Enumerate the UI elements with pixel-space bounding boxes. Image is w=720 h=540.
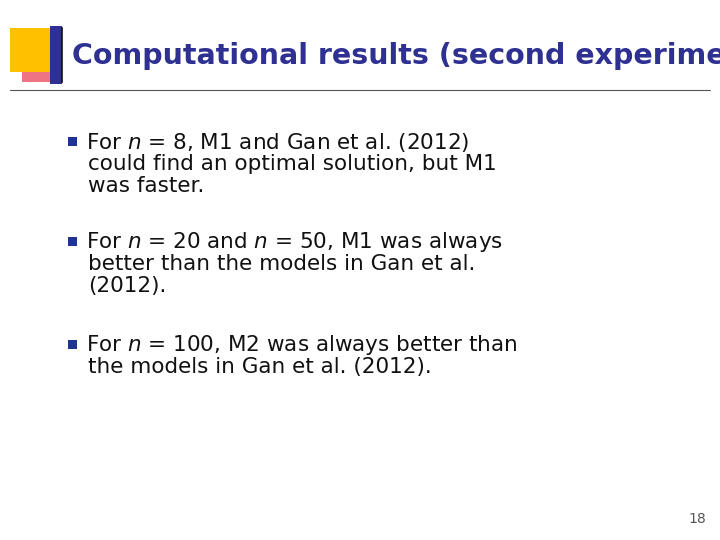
Text: was faster.: was faster. <box>88 176 204 196</box>
Bar <box>68 237 77 246</box>
Bar <box>22 46 60 82</box>
Bar <box>68 340 77 348</box>
Text: 18: 18 <box>688 512 706 526</box>
Bar <box>10 28 54 72</box>
Text: (2012).: (2012). <box>88 276 166 296</box>
Text: For $n$ = 8, M1 and Gan et al. (2012): For $n$ = 8, M1 and Gan et al. (2012) <box>86 131 469 153</box>
Text: the models in Gan et al. (2012).: the models in Gan et al. (2012). <box>88 357 432 377</box>
Text: could find an optimal solution, but M1: could find an optimal solution, but M1 <box>88 154 497 174</box>
Bar <box>68 137 77 145</box>
Text: For $n$ = 20 and $n$ = 50, M1 was always: For $n$ = 20 and $n$ = 50, M1 was always <box>86 230 503 254</box>
Text: Computational results (second experiment): Computational results (second experiment… <box>72 42 720 70</box>
Bar <box>50 26 62 84</box>
Text: For $n$ = 100, M2 was always better than: For $n$ = 100, M2 was always better than <box>86 333 518 357</box>
Text: better than the models in Gan et al.: better than the models in Gan et al. <box>88 254 475 274</box>
